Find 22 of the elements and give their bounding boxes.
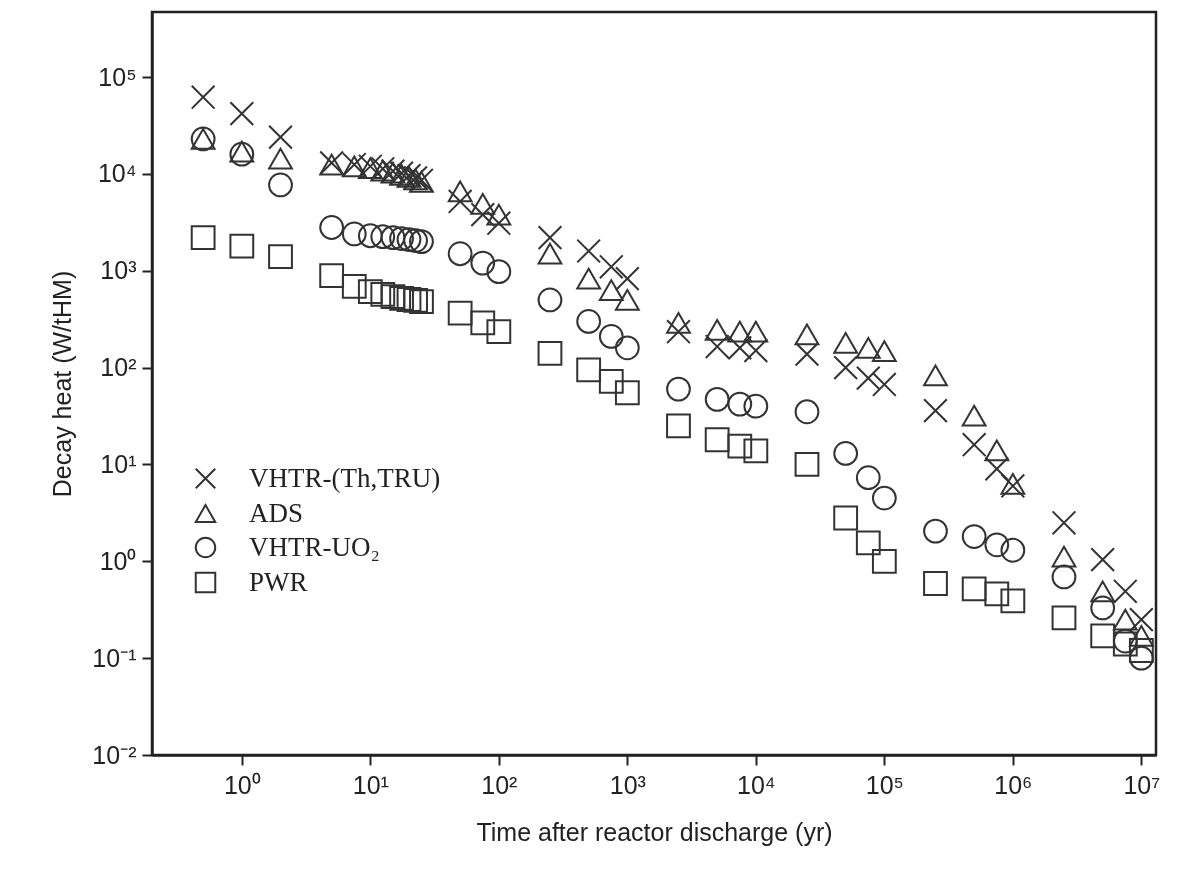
y-tick-label: 10⁻² xyxy=(92,740,137,769)
x-tick-label: 10³ xyxy=(609,770,646,799)
legend-label: VHTR-UO₂ xyxy=(249,531,380,562)
y-tick-label: 10³ xyxy=(100,256,137,285)
x-tick-label: 10² xyxy=(481,770,518,799)
y-tick-label: 10² xyxy=(100,353,137,382)
y-tick-label: 10⁻¹ xyxy=(92,643,137,672)
x-axis-title: Time after reactor discharge (yr) xyxy=(476,817,833,846)
x-tick-label: 10¹ xyxy=(352,770,389,799)
legend-label: PWR xyxy=(249,566,308,597)
y-axis-title: Decay heat (W/tHM) xyxy=(48,270,77,498)
legend-label: ADS xyxy=(249,497,304,528)
x-tick-label: 10⁴ xyxy=(737,770,776,799)
y-tick-label: 10⁴ xyxy=(97,159,137,188)
x-tick-label: 10⁰ xyxy=(223,770,261,799)
y-tick-label: 10⁵ xyxy=(98,62,137,91)
x-tick-label: 10⁶ xyxy=(994,770,1033,799)
legend-label: VHTR-(Th,TRU) xyxy=(249,462,441,493)
y-tick-label: 10⁰ xyxy=(99,546,137,575)
y-tick-label: 10¹ xyxy=(100,449,137,478)
x-tick-label: 10⁷ xyxy=(1123,770,1161,799)
x-tick-label: 10⁵ xyxy=(865,770,904,799)
